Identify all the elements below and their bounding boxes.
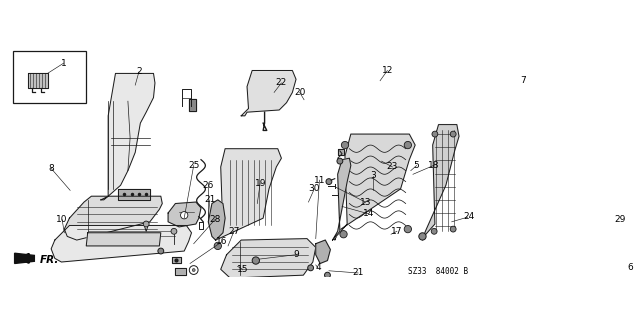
Circle shape xyxy=(431,228,437,234)
Text: 21: 21 xyxy=(204,196,216,204)
Text: 27: 27 xyxy=(228,227,239,236)
Polygon shape xyxy=(241,70,296,116)
Circle shape xyxy=(143,221,149,227)
Polygon shape xyxy=(175,268,186,275)
Polygon shape xyxy=(335,134,415,240)
Circle shape xyxy=(340,231,347,238)
Text: 15: 15 xyxy=(237,265,248,274)
Text: 29: 29 xyxy=(614,215,625,224)
Polygon shape xyxy=(15,253,35,263)
Polygon shape xyxy=(51,226,191,262)
Polygon shape xyxy=(101,73,155,200)
Circle shape xyxy=(451,131,456,137)
Polygon shape xyxy=(118,189,150,200)
Polygon shape xyxy=(172,257,181,263)
Text: 14: 14 xyxy=(363,209,374,218)
Text: 13: 13 xyxy=(360,197,371,207)
Circle shape xyxy=(432,131,438,137)
Text: 10: 10 xyxy=(56,215,68,224)
Polygon shape xyxy=(208,200,225,240)
Circle shape xyxy=(171,228,177,234)
Bar xyxy=(13,52,86,103)
Text: 8: 8 xyxy=(48,164,54,173)
Text: FR.: FR. xyxy=(40,255,59,265)
Polygon shape xyxy=(333,158,351,240)
Text: 19: 19 xyxy=(255,179,266,188)
Text: 3: 3 xyxy=(370,171,376,180)
Polygon shape xyxy=(338,149,344,155)
Circle shape xyxy=(337,158,343,164)
Text: 1: 1 xyxy=(61,59,67,68)
Circle shape xyxy=(180,212,188,219)
Text: 5: 5 xyxy=(413,161,419,170)
Text: 25: 25 xyxy=(188,161,200,170)
Polygon shape xyxy=(65,196,163,240)
Polygon shape xyxy=(168,202,201,227)
Circle shape xyxy=(158,248,164,254)
Text: 16: 16 xyxy=(216,237,228,246)
Circle shape xyxy=(308,265,314,271)
Circle shape xyxy=(189,266,198,275)
Circle shape xyxy=(404,141,412,149)
Circle shape xyxy=(192,268,195,271)
Text: 11: 11 xyxy=(314,176,325,185)
Circle shape xyxy=(324,272,330,278)
Text: 18: 18 xyxy=(428,161,439,170)
Text: 4: 4 xyxy=(315,263,321,272)
Text: 22: 22 xyxy=(276,78,287,87)
Polygon shape xyxy=(221,239,316,278)
Text: 23: 23 xyxy=(387,163,398,172)
Text: 12: 12 xyxy=(381,66,393,75)
Polygon shape xyxy=(86,233,161,246)
Text: 20: 20 xyxy=(294,88,305,97)
Polygon shape xyxy=(189,99,196,111)
Circle shape xyxy=(214,242,221,250)
Text: 7: 7 xyxy=(520,76,525,85)
Text: 28: 28 xyxy=(209,215,221,224)
Text: 24: 24 xyxy=(463,212,475,221)
Text: 30: 30 xyxy=(308,184,320,193)
Circle shape xyxy=(404,226,412,233)
Text: 17: 17 xyxy=(391,227,403,236)
Text: 26: 26 xyxy=(203,181,214,190)
Text: 2: 2 xyxy=(136,68,141,76)
Circle shape xyxy=(252,257,259,264)
Text: 6: 6 xyxy=(627,263,633,272)
Text: 9: 9 xyxy=(293,250,299,259)
Polygon shape xyxy=(216,149,282,240)
Text: SZ33  84002 B: SZ33 84002 B xyxy=(408,267,468,276)
Circle shape xyxy=(341,141,349,149)
Text: 21: 21 xyxy=(353,268,364,277)
Polygon shape xyxy=(422,124,459,240)
Circle shape xyxy=(326,179,332,185)
Polygon shape xyxy=(316,240,330,263)
Circle shape xyxy=(451,226,456,232)
Circle shape xyxy=(419,233,426,240)
Polygon shape xyxy=(28,73,48,88)
